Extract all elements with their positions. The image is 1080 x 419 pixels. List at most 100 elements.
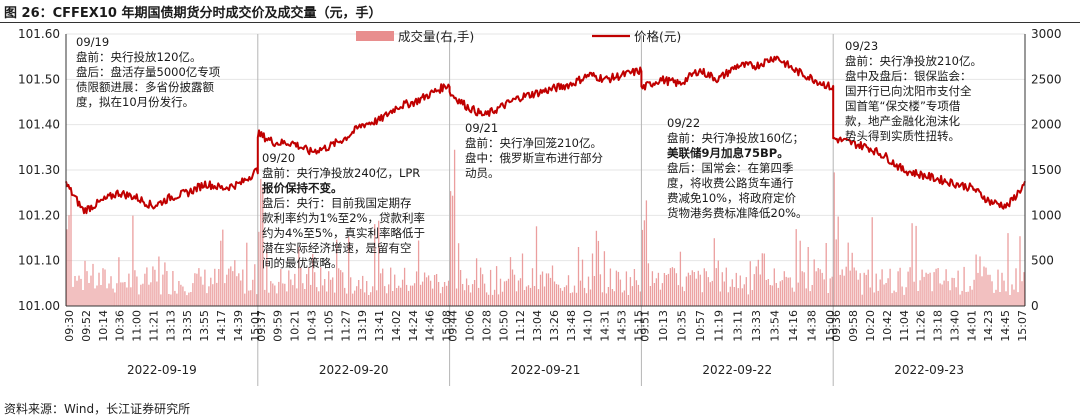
x-tick-label: 14:17 xyxy=(215,310,228,342)
date-label: 2022-09-23 xyxy=(894,363,964,377)
date-label: 2022-09-19 xyxy=(127,363,197,377)
price-line xyxy=(65,55,1026,215)
annotation-line: 度，将收费公路货车通行 xyxy=(667,176,794,190)
x-tick-label: 13:18 xyxy=(932,310,945,342)
annotation-line: 盘后：国常会：在第四季 xyxy=(667,161,794,175)
annotation-line: 美联储9月加息75BP。 xyxy=(667,146,789,160)
price-volume-chart: 101.00 101.10 101.20 101.30 101.40 101.50 101.… xyxy=(18,27,1062,386)
x-tick-label: 14:38 xyxy=(806,310,819,342)
annotation-line: 09/21 xyxy=(465,121,498,135)
x-tick-label: 14:39 xyxy=(232,310,245,342)
annotation-line: 国首笔“保交楼”专项借 xyxy=(845,99,961,113)
x-tick-label: 10:57 xyxy=(694,310,707,342)
annotation-line: 款，地产金融化泡沫化 xyxy=(845,114,960,128)
x-tick-label: 09:44 xyxy=(447,310,460,342)
annotation-line: 度，拟在10月份发行。 xyxy=(76,95,194,109)
annotation-line: 盘前：央行净投放160亿； xyxy=(667,131,804,145)
annotation-line: 款利率约为1%至2%，贷款利率 xyxy=(262,211,425,225)
annotation-line: 约为4%至5%，真实利率略低于 xyxy=(262,226,425,240)
figure-title: 图 26：CFFEX10 年期国债期货分时成交价及成交量（元，手） xyxy=(4,6,382,21)
x-tick-label: 09:59 xyxy=(272,310,285,342)
x-tick-label: 14:24 xyxy=(407,310,420,342)
y-left-tick-label: 101.20 xyxy=(18,208,60,222)
y-left-tick-label: 101.10 xyxy=(18,254,60,268)
annotation-line: 国开行已向沈阳市支付全 xyxy=(845,84,972,98)
y-left-tick-label: 101.40 xyxy=(18,118,60,132)
x-tick-label: 10:42 xyxy=(881,310,894,342)
legend-volume-swatch xyxy=(356,31,394,41)
title-rule xyxy=(0,22,1080,23)
x-tick-label: 11:21 xyxy=(148,310,161,342)
x-tick-label: 13:55 xyxy=(198,310,211,342)
annotation-line: 09/19 xyxy=(76,35,109,49)
y-axis-right-ticks: 0 500 1000 1500 2000 2500 3000 xyxy=(1031,27,1062,313)
y-left-tick-label: 101.60 xyxy=(18,27,60,41)
x-tick-label: 10:13 xyxy=(657,310,670,342)
y-right-tick-label: 1000 xyxy=(1031,208,1062,222)
x-tick-label: 15:08 xyxy=(441,310,454,342)
annotation-line: 盘中及盘后：银保监会： xyxy=(845,69,972,83)
x-tick-label: 10:35 xyxy=(676,310,689,342)
annotation-line: 报价保持不变。 xyxy=(262,181,343,195)
x-axis-date-labels: 2022-09-19 2022-09-20 2022-09-21 2022-09-22… xyxy=(127,363,964,377)
date-label: 2022-09-21 xyxy=(511,363,581,377)
y-right-tick-label: 1500 xyxy=(1031,163,1062,177)
x-tick-label: 10:36 xyxy=(114,310,127,342)
legend-volume-label: 成交量(右,手) xyxy=(398,29,474,44)
annotation-line: 债限额进展：多省份披露额 xyxy=(76,80,214,94)
y-right-tick-label: 2500 xyxy=(1031,72,1062,86)
x-tick-label: 11:26 xyxy=(915,310,928,342)
x-tick-label: 10:14 xyxy=(97,310,110,342)
x-tick-label: 10:20 xyxy=(864,310,877,342)
y-left-tick-label: 101.50 xyxy=(18,72,60,86)
grid xyxy=(66,33,1025,262)
x-tick-label: 15:00 xyxy=(824,310,837,342)
annotation-line: 09/22 xyxy=(667,116,700,130)
x-axis-time-ticks: 09:30 09:52 10:14 10:36 11:00 11:21 13:13 13:35… xyxy=(63,310,1029,342)
x-tick-label: 10:50 xyxy=(497,310,510,342)
x-tick-label: 14:16 xyxy=(787,310,800,342)
x-tick-label: 10:28 xyxy=(480,310,493,342)
annotation-line: 盘后：盘活存量5000亿专项 xyxy=(76,65,221,79)
x-tick-label: 14:10 xyxy=(582,310,595,342)
price-series-line xyxy=(65,55,1026,215)
x-tick-label: 13:04 xyxy=(531,310,544,342)
x-tick-label: 13:54 xyxy=(769,310,782,342)
y-left-tick-label: 101.30 xyxy=(18,163,60,177)
x-tick-label: 14:02 xyxy=(390,310,403,342)
legend-price-label: 价格(元) xyxy=(634,29,681,44)
x-tick-label: 15:15 xyxy=(632,310,645,342)
x-tick-label: 09:51 xyxy=(638,310,651,342)
x-tick-label: 13:48 xyxy=(565,310,578,342)
x-tick-label: 09:30 xyxy=(63,310,76,342)
x-tick-label: 11:19 xyxy=(713,310,726,342)
event-annotations: 09/19盘前：央行投放120亿。盘后：盘活存量5000亿专项债限额进展：多省份… xyxy=(76,35,982,270)
annotation-line: 盘前：央行净投放240亿，LPR xyxy=(262,166,420,180)
x-tick-label: 15:07 xyxy=(1016,310,1029,342)
y-right-tick-label: 0 xyxy=(1031,299,1039,313)
x-tick-label: 11:05 xyxy=(322,310,335,342)
x-tick-label: 09:52 xyxy=(80,310,93,342)
date-label: 2022-09-20 xyxy=(319,363,389,377)
legend: 成交量(右,手) 价格(元) xyxy=(356,29,681,44)
annotation-line: 间的最优策略。 xyxy=(262,256,343,270)
y-axis-left-ticks: 101.00 101.10 101.20 101.30 101.40 101.50 101.… xyxy=(18,27,60,313)
x-tick-label: 10:06 xyxy=(464,310,477,342)
x-tick-label: 14:23 xyxy=(982,310,995,342)
x-tick-label: 09:36 xyxy=(830,310,843,342)
y-left-tick-label: 101.00 xyxy=(18,299,60,313)
x-tick-label: 13:35 xyxy=(181,310,194,342)
x-tick-label: 13:40 xyxy=(948,310,961,342)
y-right-tick-label: 2000 xyxy=(1031,118,1062,132)
x-tick-label: 13:26 xyxy=(548,310,561,342)
annotation-line: 09/20 xyxy=(262,151,295,165)
annotation-line: 货物港务费标准降低20%。 xyxy=(667,206,808,220)
annotation-line: 盘中：俄罗斯宣布进行部分 xyxy=(465,151,603,165)
x-tick-label: 09:37 xyxy=(255,310,268,342)
annotation-line: 盘前：央行净回笼210亿。 xyxy=(465,136,602,150)
x-tick-label: 09:58 xyxy=(847,310,860,342)
annotation-line: 势头得到实质性扭转。 xyxy=(845,129,960,143)
x-tick-label: 14:46 xyxy=(424,310,437,342)
date-label: 2022-09-22 xyxy=(702,363,772,377)
x-tick-label: 15:01 xyxy=(249,310,262,342)
